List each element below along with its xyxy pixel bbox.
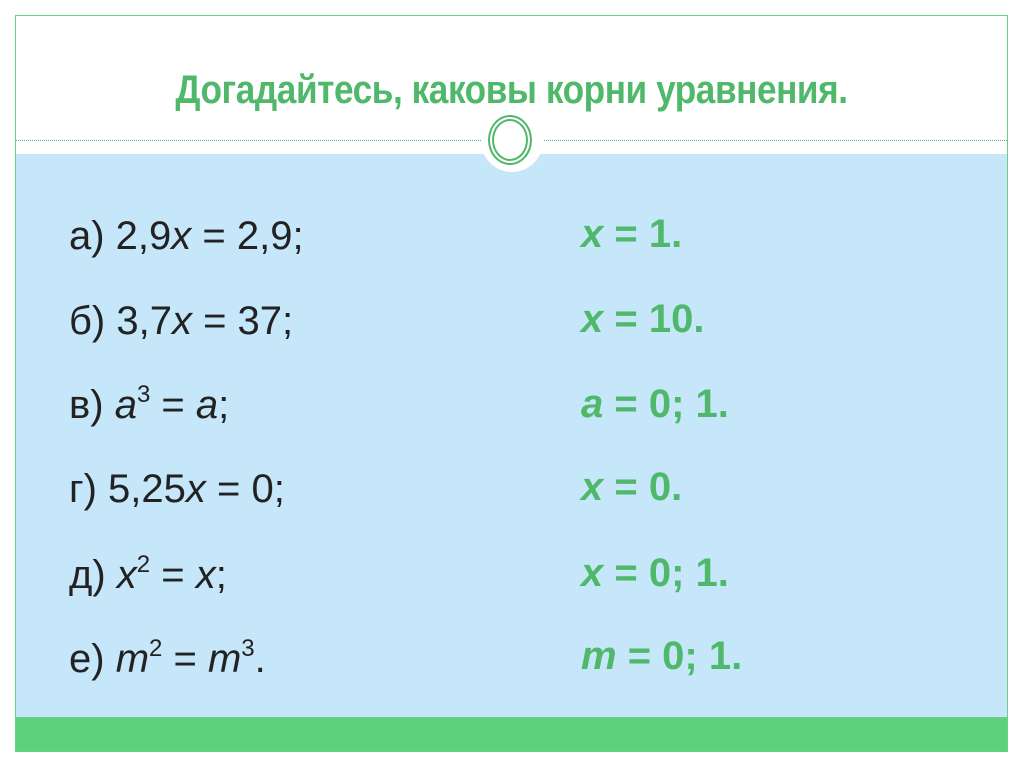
text-segment: = 10.: [603, 297, 705, 341]
variable: m: [207, 637, 242, 681]
text-segment: = 0;: [205, 467, 285, 511]
variable: x: [171, 299, 192, 343]
text-segment: = 37;: [191, 299, 294, 343]
exponent: 3: [241, 635, 255, 662]
text-segment: = 2,9;: [191, 214, 304, 258]
text-segment: = 0; 1.: [616, 634, 743, 678]
equation: е) m2 = m3.: [69, 637, 266, 682]
exponent: 2: [149, 635, 163, 662]
exponent: 3: [136, 381, 151, 408]
text-segment: г) 5,25: [69, 467, 186, 511]
variable: m: [115, 637, 150, 681]
text-segment: = 0.: [603, 465, 683, 509]
answer: x = 1.: [581, 212, 682, 257]
footer-bar: [16, 718, 1007, 751]
variable: x: [116, 553, 137, 597]
slide-title: Догадайтесь, каковы корни уравнения.: [175, 68, 848, 112]
equation: а) 2,9x = 2,9;: [69, 214, 304, 259]
slide: Догадайтесь, каковы корни уравнения. а) …: [15, 15, 1008, 752]
variable: x: [185, 467, 206, 511]
variable: a: [195, 383, 219, 427]
variable: x: [581, 212, 604, 256]
text-segment: = 0; 1.: [603, 551, 729, 595]
text-segment: д): [69, 553, 117, 597]
text-segment: =: [150, 553, 196, 597]
text-segment: в): [69, 383, 115, 427]
equation: в) a3 = a;: [69, 383, 229, 428]
text-segment: = 0; 1.: [603, 382, 729, 426]
answer: x = 0.: [581, 465, 682, 510]
text-segment: б) 3,7: [69, 299, 172, 343]
answer: m = 0; 1.: [581, 634, 742, 679]
variable: a: [581, 382, 604, 426]
variable: x: [195, 553, 216, 597]
answer: x = 10.: [581, 297, 704, 342]
text-segment: = 1.: [603, 212, 683, 256]
variable: x: [581, 465, 604, 509]
exponent: 2: [136, 551, 151, 578]
text-segment: =: [162, 637, 208, 681]
text-segment: е): [69, 637, 116, 681]
inner-circle-ornament-icon: [492, 119, 528, 161]
variable: x: [171, 214, 192, 258]
variable: x: [581, 551, 604, 595]
variable: m: [581, 634, 617, 678]
variable: a: [114, 383, 137, 427]
answer: x = 0; 1.: [581, 551, 729, 596]
variable: x: [581, 297, 604, 341]
circle-ornament-icon: [488, 115, 532, 165]
equation: д) x2 = x;: [69, 553, 227, 598]
content-panel: [16, 154, 1007, 718]
text-segment: а) 2,9: [69, 214, 172, 258]
answer: a = 0; 1.: [581, 382, 729, 427]
equation: г) 5,25x = 0;: [69, 467, 285, 512]
text-segment: .: [254, 637, 266, 681]
text-segment: ;: [215, 553, 227, 597]
equation: б) 3,7x = 37;: [69, 299, 293, 344]
text-segment: =: [150, 383, 196, 427]
text-segment: ;: [218, 383, 230, 427]
